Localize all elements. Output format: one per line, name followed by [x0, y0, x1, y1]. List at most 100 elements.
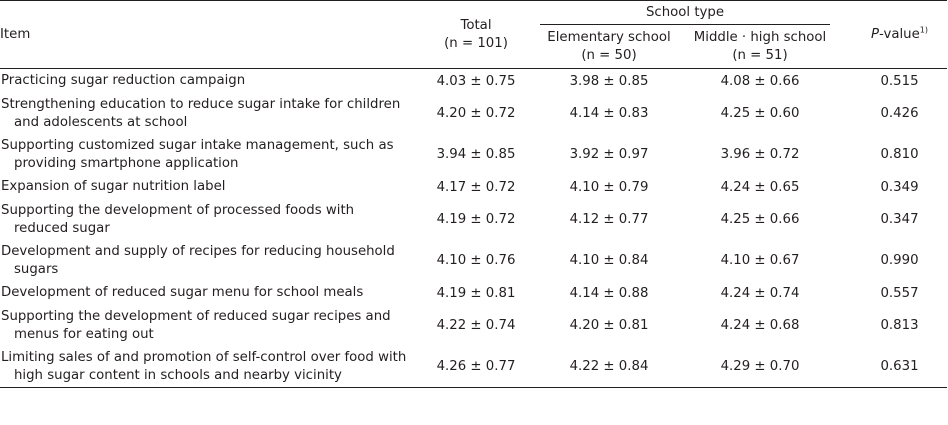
row-total: 4.20 ± 0.72 — [418, 93, 534, 134]
row-elementary-value: 4.22 ± 0.84 — [569, 359, 649, 374]
header-school-type-label: School type — [540, 3, 831, 25]
row-total: 4.19 ± 0.81 — [418, 281, 534, 305]
row-total: 4.10 ± 0.76 — [418, 240, 534, 281]
row-pvalue: 0.813 — [836, 305, 947, 346]
header-pvalue-footnote: 1) — [919, 25, 929, 35]
row-middle-high: 4.08 ± 0.66 — [684, 69, 836, 94]
header-total: Total (n = 101) — [418, 0, 534, 69]
survey-table: Item Total (n = 101) School type P-value… — [0, 0, 948, 388]
row-item-line2: providing smartphone application — [14, 155, 239, 171]
row-item: Strengthening education to reduce sugar … — [0, 93, 418, 134]
header-pvalue-italic: P — [871, 27, 880, 42]
row-item-line1: Practicing sugar reduction campaign — [1, 73, 246, 88]
row-total: 3.94 ± 0.85 — [418, 134, 534, 175]
table-header: Item Total (n = 101) School type P-value… — [0, 0, 948, 69]
row-elementary: 4.22 ± 0.84 — [534, 346, 684, 388]
row-item: Development and supply of recipes for re… — [0, 240, 418, 281]
header-item-label: Item — [0, 27, 31, 42]
header-elementary-n: (n = 50) — [581, 48, 637, 63]
table-row: Development and supply of recipes for re… — [0, 240, 947, 281]
row-middle-high: 4.25 ± 0.66 — [684, 199, 836, 240]
row-elementary-value: 4.14 ± 0.83 — [569, 106, 649, 121]
row-item-line1: Strengthening education to reduce sugar … — [1, 96, 401, 112]
row-pvalue-value: 0.810 — [880, 147, 919, 162]
header-middle-high-label: Middle · high school — [693, 30, 827, 45]
row-pvalue-value: 0.557 — [880, 285, 919, 301]
row-middle-high-value: 4.25 ± 0.60 — [720, 106, 800, 121]
header-pvalue-rest: -value — [879, 27, 920, 42]
table-body: Practicing sugar reduction campaign 4.03 … — [0, 69, 948, 388]
row-total: 4.03 ± 0.75 — [418, 69, 534, 94]
row-item-line2: and adolescents at school — [14, 114, 188, 130]
row-item-line1: Limiting sales of and promotion of self-… — [1, 349, 407, 365]
row-middle-high: 4.24 ± 0.74 — [684, 281, 836, 305]
row-middle-high: 4.24 ± 0.68 — [684, 305, 836, 346]
row-middle-high: 3.96 ± 0.72 — [684, 134, 836, 175]
row-item: Supporting the development of processed … — [0, 199, 418, 240]
row-item: Limiting sales of and promotion of self-… — [0, 346, 418, 388]
table-row: Supporting the development of processed … — [0, 199, 947, 240]
row-total-value: 4.10 ± 0.76 — [436, 253, 516, 268]
row-middle-high: 4.29 ± 0.70 — [684, 346, 837, 388]
table-row: Supporting the development of reduced su… — [0, 305, 947, 346]
header-total-n: (n = 101) — [444, 35, 508, 51]
row-total-value: 3.94 ± 0.85 — [436, 147, 516, 162]
row-elementary: 4.10 ± 0.79 — [534, 175, 684, 199]
row-elementary: 4.10 ± 0.84 — [534, 240, 684, 281]
row-elementary: 3.98 ± 0.85 — [534, 69, 684, 94]
row-middle-high-value: 4.29 ± 0.70 — [720, 359, 800, 374]
row-elementary: 4.14 ± 0.88 — [534, 281, 684, 305]
row-middle-high-value: 4.10 ± 0.67 — [720, 253, 800, 268]
row-elementary-value: 4.10 ± 0.79 — [569, 179, 649, 195]
row-item-line2: menus for eating out — [14, 326, 154, 342]
row-total-value: 4.03 ± 0.75 — [436, 73, 516, 89]
row-elementary: 4.14 ± 0.83 — [534, 93, 684, 134]
row-elementary-value: 3.92 ± 0.97 — [569, 147, 649, 162]
row-total: 4.19 ± 0.72 — [418, 199, 534, 240]
row-item-line1: Expansion of sugar nutrition label — [1, 179, 226, 194]
row-middle-high: 4.24 ± 0.65 — [684, 175, 836, 199]
table-row: Limiting sales of and promotion of self-… — [0, 346, 948, 388]
row-item: Expansion of sugar nutrition label — [0, 175, 418, 199]
row-item-line1: Supporting the development of processed … — [1, 202, 355, 218]
row-pvalue-value: 0.813 — [880, 318, 919, 333]
row-elementary-value: 3.98 ± 0.85 — [569, 73, 649, 89]
row-elementary-value: 4.20 ± 0.81 — [569, 318, 649, 333]
row-elementary: 4.12 ± 0.77 — [534, 199, 684, 240]
table-row: Practicing sugar reduction campaign 4.03 … — [0, 69, 947, 94]
row-middle-high-value: 4.08 ± 0.66 — [720, 73, 800, 89]
header-pvalue: P-value1) — [836, 0, 948, 69]
header-elementary-label: Elementary school — [547, 30, 671, 45]
row-item: Practicing sugar reduction campaign — [0, 69, 418, 94]
row-item-line2: high sugar content in schools and nearby… — [14, 367, 342, 383]
row-pvalue: 0.631 — [836, 346, 948, 388]
row-item: Supporting the development of reduced su… — [0, 305, 418, 346]
header-elementary: Elementary school (n = 50) — [534, 26, 684, 69]
row-item-line1: Supporting customized sugar intake manag… — [1, 137, 394, 153]
row-item: Supporting customized sugar intake manag… — [0, 134, 418, 175]
row-total-value: 4.17 ± 0.72 — [436, 179, 516, 195]
row-total-value: 4.19 ± 0.81 — [436, 285, 516, 301]
row-middle-high-value: 3.96 ± 0.72 — [720, 147, 800, 162]
table-row: Supporting customized sugar intake manag… — [0, 134, 947, 175]
table-row: Development of reduced sugar menu for sc… — [0, 281, 947, 305]
header-total-label: Total — [460, 17, 492, 33]
row-middle-high-value: 4.24 ± 0.74 — [720, 285, 800, 301]
row-elementary: 3.92 ± 0.97 — [534, 134, 684, 175]
row-pvalue: 0.347 — [836, 199, 947, 240]
row-elementary-value: 4.12 ± 0.77 — [569, 212, 649, 227]
row-total: 4.22 ± 0.74 — [418, 305, 534, 346]
row-pvalue-value: 0.990 — [880, 253, 919, 268]
row-pvalue: 0.810 — [836, 134, 947, 175]
row-total: 4.26 ± 0.77 — [418, 346, 534, 388]
row-total-value: 4.19 ± 0.72 — [436, 212, 516, 227]
row-pvalue: 0.990 — [836, 240, 947, 281]
header-school-type: School type — [534, 0, 837, 26]
row-pvalue: 0.557 — [836, 281, 947, 305]
row-pvalue: 0.426 — [836, 93, 947, 134]
header-item: Item — [0, 0, 418, 69]
row-elementary: 4.20 ± 0.81 — [534, 305, 684, 346]
row-middle-high: 4.10 ± 0.67 — [684, 240, 836, 281]
row-pvalue: 0.515 — [836, 69, 947, 94]
